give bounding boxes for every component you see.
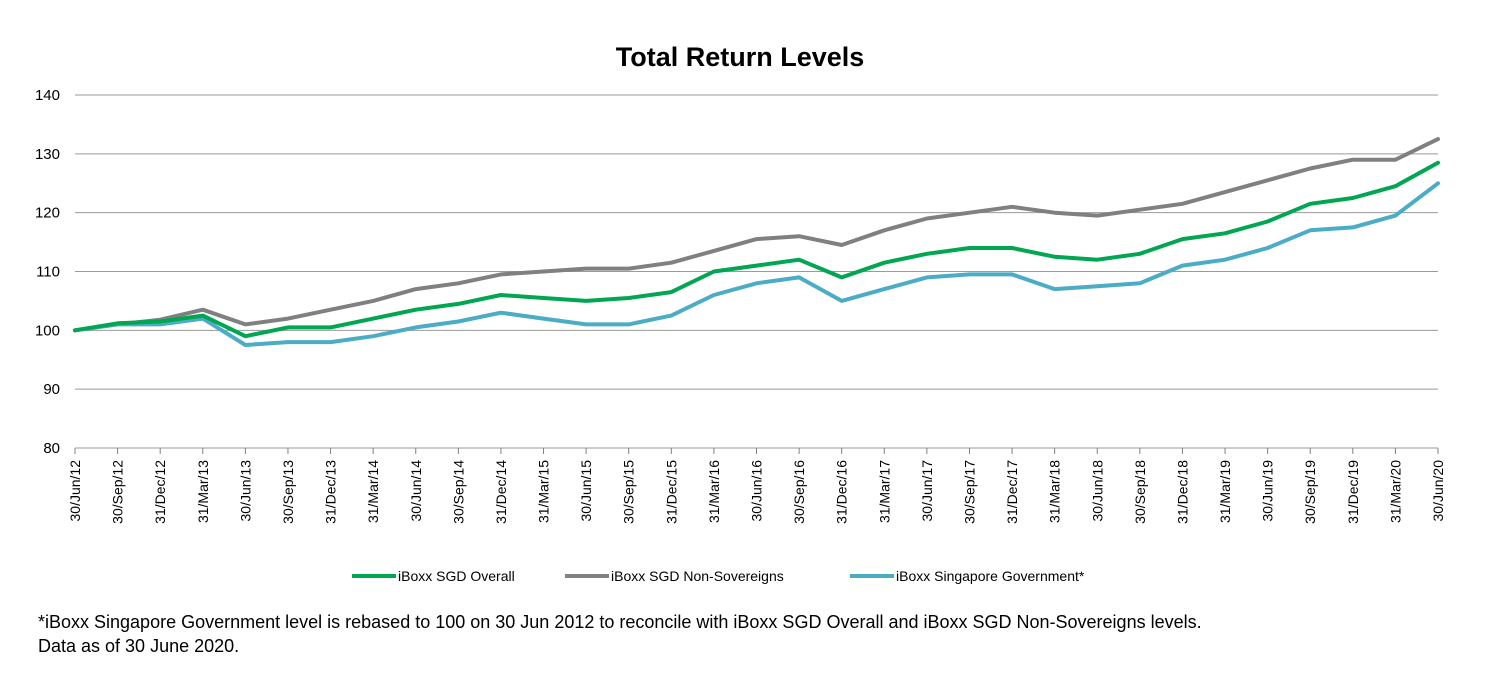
x-tick-label: 31/Mar/14: [365, 460, 381, 523]
y-tick-label: 90: [43, 381, 60, 398]
chart-title: Total Return Levels: [616, 42, 865, 72]
legend-label: iBoxx SGD Overall: [398, 568, 515, 584]
y-tick-label: 100: [35, 322, 60, 339]
x-tick-label: 30/Sep/18: [1132, 460, 1148, 524]
chart-gridlines: [75, 95, 1438, 448]
legend-label: iBoxx SGD Non-Sovereigns: [611, 568, 784, 584]
x-tick-label: 30/Sep/19: [1302, 460, 1318, 524]
x-tick-label: 31/Dec/18: [1174, 460, 1190, 524]
x-tick-label: 30/Sep/16: [791, 460, 807, 524]
x-tick-label: 30/Sep/14: [450, 460, 466, 524]
footnote-line-1: *iBoxx Singapore Government level is reb…: [38, 610, 1458, 634]
x-tick-label: 31/Dec/19: [1345, 460, 1361, 524]
x-tick-label: 30/Sep/13: [280, 460, 296, 524]
x-tick-label: 30/Jun/12: [67, 460, 83, 522]
x-tick-label: 30/Sep/17: [961, 460, 977, 524]
y-tick-label: 140: [35, 87, 60, 104]
y-axis-tick-labels: 80 90 100 110 120 130 140: [35, 87, 60, 457]
x-tick-label: 30/Jun/13: [237, 460, 253, 522]
footnote: *iBoxx Singapore Government level is reb…: [38, 610, 1458, 658]
y-tick-label: 80: [43, 440, 60, 457]
x-tick-label: 31/Mar/20: [1387, 460, 1403, 523]
x-tick-label: 30/Sep/15: [621, 460, 637, 524]
x-tick-label: 31/Mar/18: [1047, 460, 1063, 523]
x-axis: 30/Jun/12 30/Sep/12 31/Dec/12 31/Mar/13 30/J…: [67, 448, 1446, 524]
series-line-1: [75, 139, 1438, 330]
footnote-line-2: Data as of 30 June 2020.: [38, 634, 1458, 658]
x-tick-label: 30/Jun/19: [1260, 460, 1276, 522]
x-tick-label: 30/Jun/20: [1430, 460, 1446, 522]
x-tick-label: 31/Dec/13: [323, 460, 339, 524]
x-tick-label: 31/Dec/17: [1004, 460, 1020, 524]
x-tick-label: 31/Dec/14: [493, 460, 509, 524]
total-return-chart: Total Return Levels 8090100110120130140 …: [0, 0, 1490, 605]
x-tick-label: 30/Jun/17: [919, 460, 935, 522]
x-tick-label: 31/Mar/17: [876, 460, 892, 523]
x-tick-label: 30/Jun/18: [1089, 460, 1105, 522]
x-tick-label: 30/Jun/15: [578, 460, 594, 522]
y-tick-label: 130: [35, 146, 60, 163]
x-tick-label: 31/Mar/13: [195, 460, 211, 523]
legend-label: iBoxx Singapore Government*: [896, 568, 1085, 584]
y-tick-label: 110: [36, 264, 60, 281]
x-tick-label: 31/Mar/15: [536, 460, 552, 523]
x-tick-label: 30/Jun/16: [749, 460, 765, 522]
chart-legend: iBoxx SGD Overall iBoxx SGD Non-Sovereign…: [352, 568, 1085, 584]
x-tick-label: 31/Dec/12: [152, 460, 168, 524]
x-tick-label: 31/Mar/19: [1217, 460, 1233, 523]
x-tick-label: 31/Dec/16: [834, 460, 850, 524]
x-tick-label: 30/Sep/12: [110, 460, 126, 524]
x-tick-label: 31/Dec/15: [663, 460, 679, 524]
y-tick-label: 120: [35, 205, 60, 222]
x-tick-label: 31/Mar/16: [706, 460, 722, 523]
x-tick-label: 30/Jun/14: [408, 460, 424, 522]
chart-series: [75, 139, 1438, 345]
